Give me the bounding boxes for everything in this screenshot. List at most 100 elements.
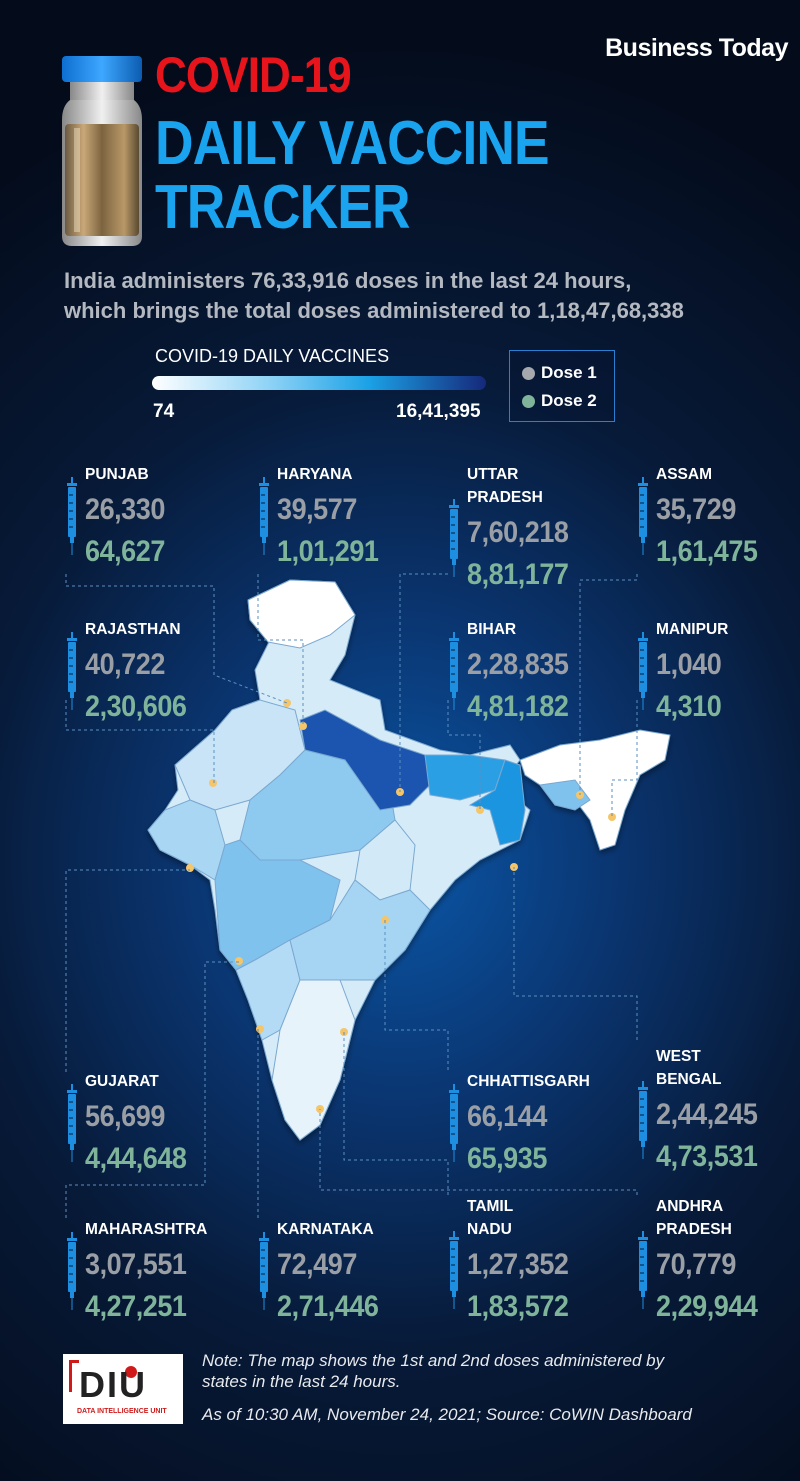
state-name-line: PUNJAB xyxy=(85,466,149,483)
syringe-icon xyxy=(448,499,460,582)
syringe-icon xyxy=(258,1232,270,1315)
diu-logo-text: DIU xyxy=(79,1364,147,1405)
state-dose2: 1,83,572 xyxy=(467,1290,569,1323)
state-name: PUNJAB xyxy=(85,463,149,486)
state-name-line: ASSAM xyxy=(656,466,712,483)
state-dose2: 65,935 xyxy=(467,1142,547,1175)
state-dose2: 1,61,475 xyxy=(656,535,758,568)
state-dose1: 72,497 xyxy=(277,1248,357,1281)
state-name: RAJASTHAN xyxy=(85,618,181,641)
title-daily-vaccine-tracker: DAILY VACCINE TRACKER xyxy=(155,109,550,242)
state-dose1: 1,27,352 xyxy=(467,1248,569,1281)
footer-note: Note: The map shows the 1st and 2nd dose… xyxy=(202,1350,792,1392)
state-name-line: RAJASTHAN xyxy=(85,621,181,638)
state-dose2: 4,73,531 xyxy=(656,1140,758,1173)
state-name-line: WEST xyxy=(656,1048,701,1065)
syringe-icon xyxy=(637,632,649,715)
state-name-line: MAHARASHTRA xyxy=(85,1221,208,1238)
brand-logo: Business Today xyxy=(605,34,788,62)
state-name: TAMIL NADU xyxy=(467,1195,513,1241)
state-dose2: 2,71,446 xyxy=(277,1290,379,1323)
diu-logo: DIU DATA INTELLIGENCE UNIT xyxy=(63,1354,183,1424)
state-name-line: MANIPUR xyxy=(656,621,729,638)
state-name-line: UTTAR xyxy=(467,466,519,483)
state-dose1: 3,07,551 xyxy=(85,1248,187,1281)
state-dose1: 40,722 xyxy=(85,648,165,681)
state-dose1: 70,779 xyxy=(656,1248,736,1281)
state-name: MAHARASHTRA xyxy=(85,1218,207,1241)
state-dose2: 1,01,291 xyxy=(277,535,379,568)
map-dot xyxy=(608,813,616,821)
state-name: GUJARAT xyxy=(85,1070,159,1093)
syringe-icon xyxy=(66,1084,78,1167)
state-dose1: 2,28,835 xyxy=(467,648,569,681)
dose-legend: Dose 1 Dose 2 xyxy=(509,350,615,422)
summary-text: India administers 76,33,916 doses in the… xyxy=(64,266,784,326)
footer-note-line-1: Note: The map shows the 1st and 2nd dose… xyxy=(202,1351,665,1370)
state-name-line: ANDHRA xyxy=(656,1198,724,1215)
syringe-icon xyxy=(66,477,78,560)
title-line-3: TRACKER xyxy=(155,173,411,242)
vaccine-vial-icon xyxy=(62,56,142,246)
state-name-line: NADU xyxy=(467,1221,512,1238)
dose-legend-item: Dose 2 xyxy=(522,391,597,411)
dose-legend-label: Dose 2 xyxy=(541,391,597,410)
dose-legend-label: Dose 1 xyxy=(541,363,597,382)
dose-1-dot-icon xyxy=(522,366,535,380)
state-name: UTTAR PRADESH xyxy=(467,463,543,509)
state-dose2: 4,81,182 xyxy=(467,690,569,723)
summary-line-2: which brings the total doses administere… xyxy=(64,298,684,323)
state-name-line: KARNATAKA xyxy=(277,1221,374,1238)
state-name-line: TAMIL xyxy=(467,1198,514,1215)
syringe-icon xyxy=(66,632,78,715)
state-dose1: 56,699 xyxy=(85,1100,165,1133)
state-dose2: 4,44,648 xyxy=(85,1142,187,1175)
syringe-icon xyxy=(448,632,460,715)
syringe-icon xyxy=(258,477,270,560)
legend-min: 74 xyxy=(153,401,175,422)
map-dot xyxy=(299,722,307,730)
state-dose1: 26,330 xyxy=(85,493,165,526)
map-dot xyxy=(235,957,243,965)
syringe-icon xyxy=(637,1081,649,1164)
state-name-line: BIHAR xyxy=(467,621,517,638)
state-name-line: PRADESH xyxy=(467,489,543,506)
state-dose1: 7,60,218 xyxy=(467,516,569,549)
state-dose1: 1,040 xyxy=(656,648,722,681)
state-dose2: 4,27,251 xyxy=(85,1290,187,1323)
state-name: CHHATTISGARH xyxy=(467,1070,590,1093)
state-dose1: 66,144 xyxy=(467,1100,547,1133)
legend-gradient-bar xyxy=(152,376,486,390)
state-name-line: PRADESH xyxy=(656,1221,732,1238)
syringe-icon xyxy=(448,1084,460,1167)
map-dot xyxy=(209,779,217,787)
footer-source: As of 10:30 AM, November 24, 2021; Sourc… xyxy=(202,1405,692,1424)
summary-line-1: India administers 76,33,916 doses in the… xyxy=(64,268,632,293)
title-line-2: DAILY VACCINE xyxy=(155,109,550,178)
state-dose2: 2,29,944 xyxy=(656,1290,758,1323)
state-dose2: 2,30,606 xyxy=(85,690,187,723)
state-name-line: CHHATTISGARH xyxy=(467,1073,590,1090)
state-dose2: 64,627 xyxy=(85,535,165,568)
syringe-icon xyxy=(637,1231,649,1314)
state-name-line: HARYANA xyxy=(277,466,353,483)
syringe-icon xyxy=(448,1231,460,1314)
state-name: MANIPUR xyxy=(656,618,728,641)
diu-logo-icon xyxy=(69,1360,137,1392)
state-name: KARNATAKA xyxy=(277,1218,374,1241)
india-map xyxy=(147,579,671,1141)
state-dose2: 8,81,177 xyxy=(467,558,569,591)
state-name: HARYANA xyxy=(277,463,353,486)
diu-logo-subtext: DATA INTELLIGENCE UNIT xyxy=(77,1408,167,1415)
state-name: WEST BENGAL xyxy=(656,1045,721,1091)
state-name-line: BENGAL xyxy=(656,1071,722,1088)
state-name-line: GUJARAT xyxy=(85,1073,159,1090)
state-name: ASSAM xyxy=(656,463,712,486)
state-name: BIHAR xyxy=(467,618,516,641)
map-dot xyxy=(283,699,291,707)
dose-2-dot-icon xyxy=(522,394,535,408)
legend-title: COVID-19 DAILY VACCINES xyxy=(155,346,390,366)
state-dose2: 4,310 xyxy=(656,690,722,723)
state-dose1: 35,729 xyxy=(656,493,736,526)
dose-legend-item: Dose 1 xyxy=(522,363,597,383)
